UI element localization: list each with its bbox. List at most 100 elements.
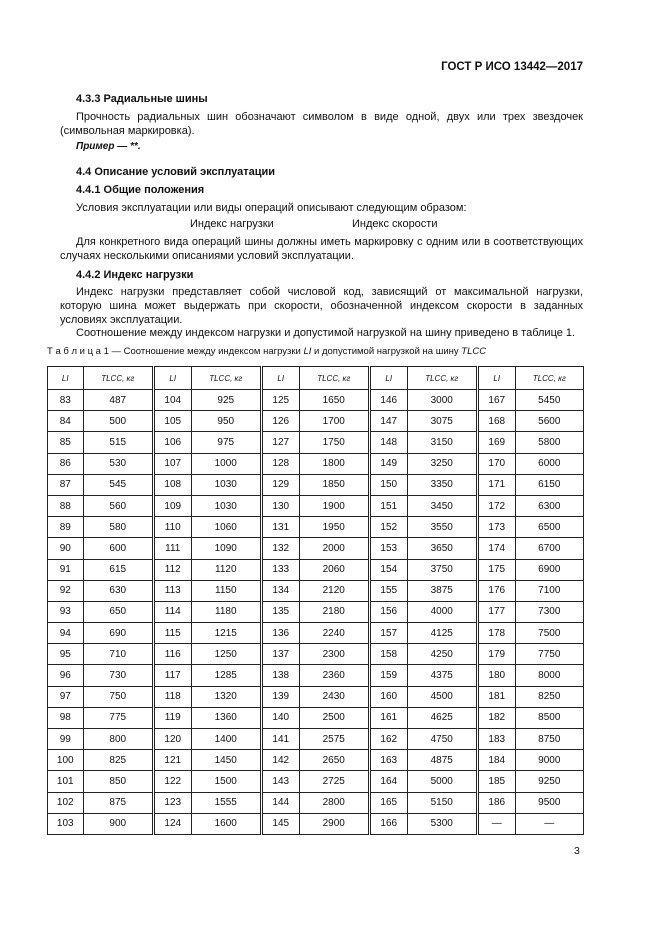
table-cell: 1215 <box>190 622 263 645</box>
table-cell: 147 <box>368 410 408 433</box>
table-cell: 132 <box>260 537 300 560</box>
heading-4-4-2: 4.4.2 Индекс нагрузки <box>76 269 194 281</box>
column-header: LI <box>47 366 84 390</box>
table-cell: 1030 <box>190 473 263 496</box>
table-cell: 94 <box>47 622 84 645</box>
table-cell: 98 <box>47 706 84 730</box>
table-cell: 6900 <box>514 558 585 581</box>
table-cell: 104 <box>152 388 192 412</box>
table-cell: 179 <box>476 643 516 666</box>
table-cell: 950 <box>190 410 263 433</box>
table-cell: 90 <box>47 537 84 560</box>
table-cell: 730 <box>82 664 155 687</box>
table-cell: 157 <box>368 622 408 645</box>
table-cell: 850 <box>82 770 155 793</box>
table-cell: 2240 <box>298 622 371 645</box>
table-cell: 3650 <box>406 537 479 560</box>
table-cell: 146 <box>368 388 408 412</box>
table-cell: 750 <box>82 685 155 708</box>
table-cell: 975 <box>190 431 263 454</box>
speed-index-label: Индекс скорости <box>352 218 438 230</box>
table-cell: 2000 <box>298 537 371 560</box>
table-cell: 615 <box>82 558 155 581</box>
table-cell: 1000 <box>190 452 263 475</box>
table-cell: 162 <box>368 727 408 751</box>
table-cell: 85 <box>47 431 84 454</box>
table-cell: 102 <box>47 791 84 814</box>
table-cell: 180 <box>476 664 516 687</box>
table-cell: 112 <box>152 558 192 581</box>
table-cell: 6700 <box>514 537 585 560</box>
table-cell: 118 <box>152 685 192 708</box>
table-cell: 169 <box>476 431 516 454</box>
caption-li: LI <box>303 346 312 357</box>
table-cell: 99 <box>47 727 84 751</box>
table-row: 93 650 114 1180 135 2180 156 4000 177 7300 <box>47 600 585 624</box>
table-cell: 100 <box>47 749 84 772</box>
table-cell: 177 <box>476 600 516 624</box>
table-cell: 185 <box>476 770 516 793</box>
table-cell: 6500 <box>514 516 585 539</box>
column-header: LI <box>260 366 300 390</box>
column-header: LI <box>152 366 192 390</box>
table-cell: 2650 <box>298 749 371 772</box>
table-cell: 130 <box>260 494 300 518</box>
table-cell: 120 <box>152 727 192 751</box>
column-header: TLCC, кг <box>514 366 585 390</box>
caption-tlcc: TLCC <box>461 346 487 357</box>
table-row: 102 875 123 1555 144 2800 165 5150 186 9500 <box>47 791 585 814</box>
table-cell: 7500 <box>514 622 585 645</box>
table-cell: 515 <box>82 431 155 454</box>
table-cell: 5300 <box>406 812 479 835</box>
table-cell: 1950 <box>298 516 371 539</box>
table-cell: 124 <box>152 812 192 835</box>
table-cell: 1750 <box>298 431 371 454</box>
table-row: 92 630 113 1150 134 2120 155 3875 176 7100 <box>47 579 585 602</box>
table-cell: 181 <box>476 685 516 708</box>
table-cell: 91 <box>47 558 84 581</box>
table-cell: 4375 <box>406 664 479 687</box>
table-cell: 3000 <box>406 388 479 412</box>
table-cell: 170 <box>476 452 516 475</box>
table-cell: 1285 <box>190 664 263 687</box>
table-cell: 96 <box>47 664 84 687</box>
table-cell: 168 <box>476 410 516 433</box>
table-cell: 7750 <box>514 643 585 666</box>
table-cell: 127 <box>260 431 300 454</box>
table-cell: 139 <box>260 685 300 708</box>
table-cell: 152 <box>368 516 408 539</box>
table-cell: 2060 <box>298 558 371 581</box>
table-cell: 7100 <box>514 579 585 602</box>
table-cell: 128 <box>260 452 300 475</box>
table-cell: 925 <box>190 388 263 412</box>
table-cell: 166 <box>368 812 408 835</box>
table-cell: 545 <box>82 473 155 496</box>
table-cell: 84 <box>47 410 84 433</box>
table-cell: 6300 <box>514 494 585 518</box>
table-cell: 89 <box>47 516 84 539</box>
column-header: TLCC, кг <box>406 366 479 390</box>
table-cell: 149 <box>368 452 408 475</box>
table-row: 98 775 119 1360 140 2500 161 4625 182 8500 <box>47 706 585 730</box>
table-cell: 93 <box>47 600 84 624</box>
table-cell: 138 <box>260 664 300 687</box>
table-row: 91 615 112 1120 133 2060 154 3750 175 6900 <box>47 558 585 581</box>
table-cell: 114 <box>152 600 192 624</box>
table-row: 96 730 117 1285 138 2360 159 4375 180 8000 <box>47 664 585 687</box>
paragraph: Индекс нагрузки представляет собой число… <box>60 286 583 326</box>
table-cell: 1700 <box>298 410 371 433</box>
paragraph: Для конкретного вида операций шины должн… <box>60 236 583 262</box>
table-row: 87 545 108 1030 129 1850 150 3350 171 6150 <box>47 473 585 496</box>
table-cell: 2575 <box>298 727 371 751</box>
table-cell: 88 <box>47 494 84 518</box>
table-cell: 9250 <box>514 770 585 793</box>
table-cell: 113 <box>152 579 192 602</box>
table-cell: 123 <box>152 791 192 814</box>
table-cell: 176 <box>476 579 516 602</box>
load-index-label: Индекс нагрузки <box>190 218 274 230</box>
table-cell: 116 <box>152 643 192 666</box>
table-cell: 3075 <box>406 410 479 433</box>
table-cell: 4875 <box>406 749 479 772</box>
table-cell: 500 <box>82 410 155 433</box>
table-cell: 9500 <box>514 791 585 814</box>
